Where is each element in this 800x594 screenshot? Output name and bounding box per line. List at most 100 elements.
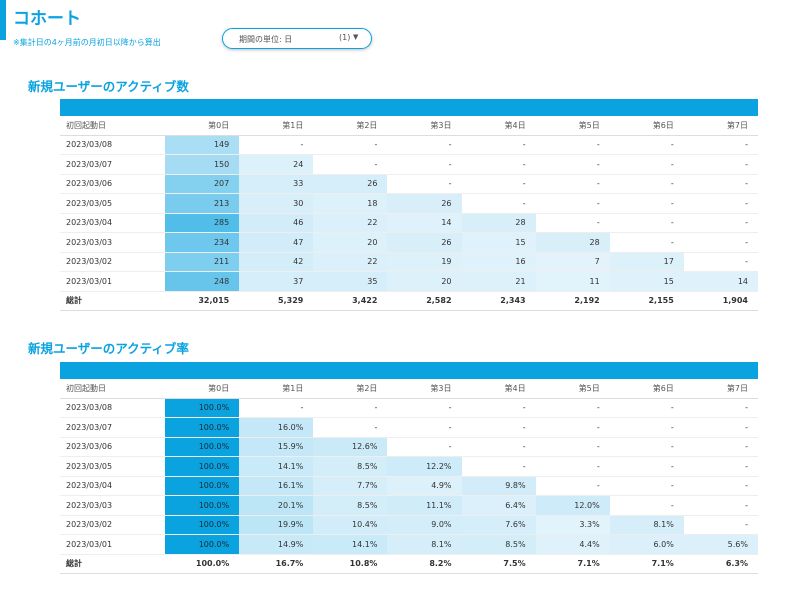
cohort-cell: - bbox=[387, 174, 462, 194]
cohort-cell: - bbox=[239, 135, 314, 155]
cohort-cell: - bbox=[313, 417, 388, 438]
column-header-day-7[interactable]: 第7日 bbox=[683, 379, 758, 399]
cohort-cell: - bbox=[609, 174, 684, 194]
cohort-cell: 16.0% bbox=[239, 417, 314, 438]
cohort-cell: 7 bbox=[535, 252, 610, 272]
row-date: 2023/03/01 bbox=[60, 534, 166, 555]
cohort-cell: 35 bbox=[313, 271, 388, 292]
cohort-cell: - bbox=[683, 232, 758, 253]
active-rate-table-card: 初回起動日 第0日 第1日 第2日 第3日 第4日 第5日 第6日 第7日 2023/03/08… bbox=[60, 362, 758, 574]
total-row: 総計 100.0% 16.7% 10.8% 8.2% 7.5% 7.1% 7.1% 6.3% bbox=[60, 553, 758, 574]
cohort-cell: - bbox=[535, 456, 610, 477]
cohort-cell: - bbox=[387, 154, 462, 175]
column-header-day-3[interactable]: 第3日 bbox=[387, 379, 462, 399]
cohort-cell: 19 bbox=[387, 252, 462, 272]
row-date: 2023/03/02 bbox=[60, 252, 166, 272]
row-date: 2023/03/05 bbox=[60, 193, 166, 214]
total-cell: 2,343 bbox=[461, 290, 536, 311]
cohort-cell: - bbox=[683, 213, 758, 233]
cohort-cell: 47 bbox=[239, 232, 314, 253]
column-header-day-1[interactable]: 第1日 bbox=[239, 116, 314, 136]
column-header-day-2[interactable]: 第2日 bbox=[313, 379, 388, 399]
column-header-day-0[interactable]: 第0日 bbox=[165, 379, 240, 399]
period-unit-selector[interactable]: 期間の単位: 日 (1) ▼ bbox=[222, 28, 372, 49]
total-cell: 8.2% bbox=[387, 553, 462, 574]
cohort-cell: - bbox=[609, 193, 684, 214]
row-date: 2023/03/05 bbox=[60, 456, 166, 477]
cohort-cell: 8.5% bbox=[313, 456, 388, 477]
column-header-day-0[interactable]: 第0日 bbox=[165, 116, 240, 136]
cohort-cell: - bbox=[609, 154, 684, 175]
cohort-cell: 15 bbox=[609, 271, 684, 292]
row-date: 2023/03/04 bbox=[60, 213, 166, 233]
cohort-cell: 20.1% bbox=[239, 495, 314, 516]
table-row: 2023/03/08 149- - - - - - - bbox=[60, 135, 758, 155]
cohort-table: 初回起動日 第0日 第1日 第2日 第3日 第4日 第5日 第6日 第7日 2023/03/08… bbox=[60, 379, 758, 574]
table-row: 2023/03/01 248 37 35 20 21 11 15 14 bbox=[60, 271, 758, 292]
table-header-band bbox=[60, 362, 758, 379]
total-cell: 2,192 bbox=[535, 290, 610, 311]
cohort-cell: - bbox=[683, 252, 758, 272]
cohort-cell: - bbox=[387, 437, 462, 457]
row-date: 2023/03/03 bbox=[60, 495, 166, 516]
cohort-cell: 285 bbox=[165, 213, 240, 233]
cohort-cell: - bbox=[683, 417, 758, 438]
total-label: 総計 bbox=[60, 290, 166, 311]
cohort-cell: 100.0% bbox=[165, 417, 240, 438]
cohort-cell: 12.6% bbox=[313, 437, 388, 457]
cohort-cell: 100.0% bbox=[165, 437, 240, 457]
cohort-cell: 21 bbox=[461, 271, 536, 292]
column-header-day-3[interactable]: 第3日 bbox=[387, 116, 462, 136]
cohort-cell: - bbox=[461, 174, 536, 194]
column-header-day-6[interactable]: 第6日 bbox=[609, 116, 684, 136]
row-date: 2023/03/06 bbox=[60, 437, 166, 457]
cohort-cell: - bbox=[609, 495, 684, 516]
cohort-cell: 9.0% bbox=[387, 515, 462, 535]
period-unit-label: 期間の単位: 日 bbox=[239, 35, 293, 44]
cohort-cell: 7.6% bbox=[461, 515, 536, 535]
cohort-cell: - bbox=[313, 154, 388, 175]
cohort-cell: 150 bbox=[165, 154, 240, 175]
row-date: 2023/03/03 bbox=[60, 232, 166, 253]
cohort-cell: - bbox=[313, 135, 388, 155]
cohort-cell: - bbox=[461, 154, 536, 175]
cohort-cell: - bbox=[609, 135, 684, 155]
page-title: コホート bbox=[13, 9, 81, 29]
cohort-cell: - bbox=[683, 398, 758, 418]
table-row: 2023/03/05 100.0% 14.1% 8.5% 12.2% - - - - bbox=[60, 456, 758, 477]
cohort-cell: 14 bbox=[387, 213, 462, 233]
total-label: 総計 bbox=[60, 553, 166, 574]
cohort-cell: - bbox=[609, 456, 684, 477]
row-date: 2023/03/07 bbox=[60, 417, 166, 438]
cohort-cell: - bbox=[239, 398, 314, 418]
column-header-day-5[interactable]: 第5日 bbox=[535, 379, 610, 399]
cohort-cell: 8.5% bbox=[313, 495, 388, 516]
cohort-cell: 100.0% bbox=[165, 456, 240, 477]
column-header-day-1[interactable]: 第1日 bbox=[239, 379, 314, 399]
caret-down-icon[interactable]: ▼ bbox=[353, 33, 359, 41]
cohort-cell: - bbox=[535, 174, 610, 194]
cohort-cell: 20 bbox=[313, 232, 388, 253]
column-header-day-4[interactable]: 第4日 bbox=[461, 379, 536, 399]
column-header-day-7[interactable]: 第7日 bbox=[683, 116, 758, 136]
column-header-day-2[interactable]: 第2日 bbox=[313, 116, 388, 136]
total-cell: 7.1% bbox=[535, 553, 610, 574]
column-header-date[interactable]: 初回起動日 bbox=[60, 379, 166, 399]
cohort-cell: - bbox=[387, 417, 462, 438]
cohort-cell: - bbox=[609, 437, 684, 457]
column-header-date[interactable]: 初回起動日 bbox=[60, 116, 166, 136]
column-header-day-4[interactable]: 第4日 bbox=[461, 116, 536, 136]
cohort-cell: - bbox=[683, 495, 758, 516]
cohort-cell: - bbox=[387, 135, 462, 155]
table-row: 2023/03/04 100.0% 16.1% 7.7% 4.9% 9.8% - - - bbox=[60, 476, 758, 496]
cohort-cell: - bbox=[609, 417, 684, 438]
table-row: 2023/03/08 100.0% - - - - - - - bbox=[60, 398, 758, 418]
cohort-cell: 10.4% bbox=[313, 515, 388, 535]
cohort-cell: - bbox=[609, 213, 684, 233]
column-header-day-6[interactable]: 第6日 bbox=[609, 379, 684, 399]
total-cell: 7.5% bbox=[461, 553, 536, 574]
cohort-cell: 14.1% bbox=[239, 456, 314, 477]
total-cell: 32,015 bbox=[165, 290, 240, 311]
total-cell: 6.3% bbox=[683, 553, 758, 574]
column-header-day-5[interactable]: 第5日 bbox=[535, 116, 610, 136]
